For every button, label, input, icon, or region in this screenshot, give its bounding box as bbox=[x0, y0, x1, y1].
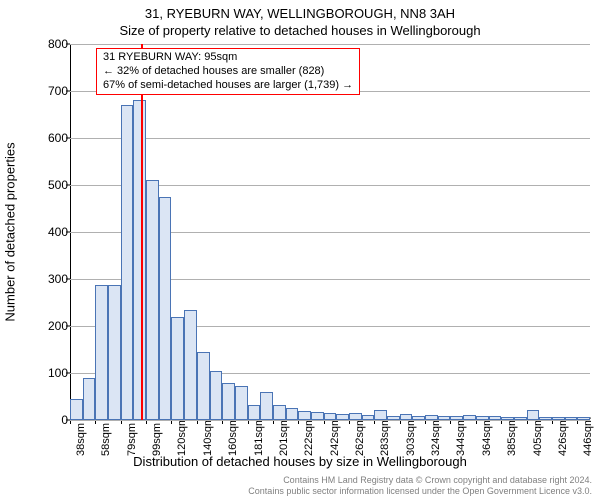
x-axis-label: Distribution of detached houses by size … bbox=[0, 454, 600, 469]
histogram-bar bbox=[539, 417, 552, 420]
histogram-bar bbox=[184, 310, 197, 420]
annotation-box: 31 RYEBURN WAY: 95sqm ← 32% of detached … bbox=[96, 48, 360, 95]
histogram-bar bbox=[83, 378, 96, 420]
x-tick-label: 324sqm bbox=[430, 417, 442, 456]
y-tick-label: 700 bbox=[28, 84, 68, 98]
histogram-bar bbox=[489, 416, 502, 420]
x-tick-label: 181sqm bbox=[253, 417, 265, 456]
x-tick-label: 344sqm bbox=[455, 417, 467, 456]
histogram-bar bbox=[362, 415, 375, 420]
histogram-bar bbox=[425, 415, 438, 420]
histogram-bar bbox=[577, 417, 590, 420]
histogram-bar bbox=[527, 410, 540, 420]
y-tick-label: 500 bbox=[28, 178, 68, 192]
x-tick-label: 283sqm bbox=[379, 417, 391, 456]
x-tick-label: 160sqm bbox=[227, 417, 239, 456]
attribution-footer: Contains HM Land Registry data © Crown c… bbox=[248, 475, 592, 496]
histogram-bar bbox=[400, 414, 413, 420]
x-tick-label: 38sqm bbox=[75, 423, 87, 456]
histogram-bar bbox=[311, 412, 324, 420]
chart-title-subtitle: Size of property relative to detached ho… bbox=[0, 23, 600, 38]
x-tick-label: 222sqm bbox=[303, 417, 315, 456]
x-tick-label: 242sqm bbox=[329, 417, 341, 456]
histogram-bar bbox=[349, 413, 362, 420]
x-tick-label: 385sqm bbox=[506, 417, 518, 456]
footer-line: Contains HM Land Registry data © Crown c… bbox=[248, 475, 592, 485]
x-tick-label: 446sqm bbox=[582, 417, 594, 456]
chart-title-address: 31, RYEBURN WAY, WELLINGBOROUGH, NN8 3AH bbox=[0, 6, 600, 21]
histogram-bar bbox=[210, 371, 223, 420]
histogram-bar bbox=[108, 285, 121, 420]
histogram-bar bbox=[133, 100, 146, 420]
x-tick-label: 303sqm bbox=[405, 417, 417, 456]
histogram-bar bbox=[197, 352, 210, 420]
histogram-bar bbox=[273, 405, 286, 420]
x-tick-label: 140sqm bbox=[202, 417, 214, 456]
histogram-bar bbox=[565, 417, 578, 420]
annotation-line: ← 32% of detached houses are smaller (82… bbox=[103, 65, 353, 79]
histogram-bar bbox=[260, 392, 273, 420]
x-tick-label: 99sqm bbox=[151, 423, 163, 456]
histogram-bar bbox=[171, 317, 184, 420]
histogram-bar bbox=[514, 417, 527, 420]
histogram-bar bbox=[248, 405, 261, 420]
x-tick-label: 262sqm bbox=[354, 417, 366, 456]
plot-area bbox=[70, 44, 590, 420]
y-tick-label: 300 bbox=[28, 272, 68, 286]
x-tick-label: 405sqm bbox=[532, 417, 544, 456]
histogram-bar bbox=[286, 408, 299, 420]
histogram-bar bbox=[450, 416, 463, 420]
histogram-bar bbox=[412, 416, 425, 420]
histogram-bar bbox=[387, 416, 400, 420]
y-tick-label: 100 bbox=[28, 366, 68, 380]
histogram-bar bbox=[222, 383, 235, 420]
histogram-bar bbox=[95, 285, 108, 420]
annotation-line: 67% of semi-detached houses are larger (… bbox=[103, 79, 353, 93]
histogram-bar bbox=[70, 399, 83, 420]
y-tick-label: 0 bbox=[28, 413, 68, 427]
x-tick-label: 120sqm bbox=[176, 417, 188, 456]
x-tick-label: 426sqm bbox=[557, 417, 569, 456]
histogram-bar bbox=[324, 413, 337, 420]
histogram-bar bbox=[235, 386, 248, 420]
x-tick-label: 79sqm bbox=[126, 423, 138, 456]
gridline bbox=[70, 420, 590, 421]
y-tick-label: 600 bbox=[28, 131, 68, 145]
x-tick-label: 364sqm bbox=[481, 417, 493, 456]
histogram-bars bbox=[70, 44, 590, 420]
x-tick-label: 201sqm bbox=[278, 417, 290, 456]
x-tick-label: 58sqm bbox=[100, 423, 112, 456]
histogram-bar bbox=[374, 410, 387, 420]
histogram-bar bbox=[438, 416, 451, 420]
histogram-bar bbox=[146, 180, 159, 420]
histogram-bar bbox=[501, 417, 514, 420]
y-tick-label: 400 bbox=[28, 225, 68, 239]
histogram-bar bbox=[463, 415, 476, 420]
y-tick-label: 800 bbox=[28, 37, 68, 51]
y-tick-label: 200 bbox=[28, 319, 68, 333]
histogram-bar bbox=[159, 197, 172, 420]
histogram-bar bbox=[476, 416, 489, 420]
histogram-bar bbox=[298, 411, 311, 420]
property-marker-line bbox=[141, 44, 143, 420]
histogram-bar bbox=[552, 417, 565, 420]
footer-line: Contains public sector information licen… bbox=[248, 486, 592, 496]
y-axis-label: Number of detached properties bbox=[3, 142, 18, 321]
histogram-bar bbox=[336, 414, 349, 420]
annotation-line: 31 RYEBURN WAY: 95sqm bbox=[103, 51, 353, 65]
histogram-bar bbox=[121, 105, 134, 420]
